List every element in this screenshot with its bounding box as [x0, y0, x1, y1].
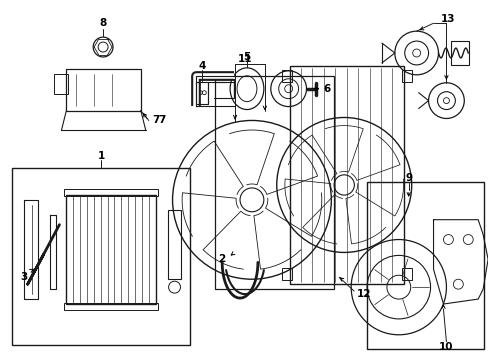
Bar: [64, 303, 158, 310]
Text: 7: 7: [159, 116, 166, 126]
Text: 12: 12: [357, 289, 371, 299]
Text: 5: 5: [244, 52, 250, 62]
Text: 1: 1: [98, 151, 105, 161]
Text: 8: 8: [99, 18, 107, 28]
Text: 13: 13: [441, 14, 456, 24]
Bar: [282, 268, 292, 280]
Text: 2: 2: [219, 255, 226, 264]
Text: 7: 7: [152, 116, 159, 126]
Text: 4: 4: [198, 61, 206, 71]
Bar: [168, 210, 181, 279]
Text: 10: 10: [439, 342, 454, 352]
Text: 9: 9: [405, 173, 412, 183]
Bar: [66, 195, 156, 304]
Text: 11: 11: [238, 54, 252, 64]
Text: 3: 3: [20, 272, 27, 282]
Bar: [66, 69, 141, 111]
Bar: [290, 66, 404, 284]
Bar: [402, 268, 412, 280]
Bar: [12, 168, 191, 345]
Bar: [402, 70, 412, 82]
Bar: [215, 76, 334, 289]
Bar: [282, 70, 292, 82]
Bar: [54, 74, 69, 94]
Bar: [64, 189, 158, 196]
Bar: [367, 182, 484, 349]
Bar: [451, 41, 469, 65]
Text: 6: 6: [323, 84, 331, 94]
